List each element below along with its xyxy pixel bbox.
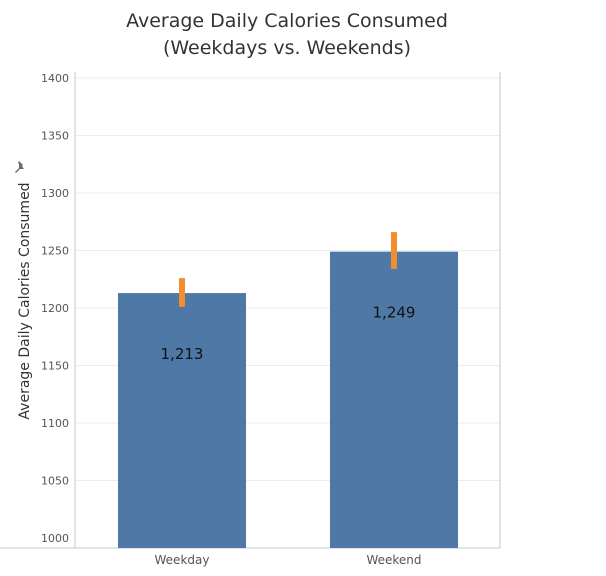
bar-weekend xyxy=(330,251,458,548)
y-tick-label: 1350 xyxy=(41,130,69,143)
pin-icon[interactable] xyxy=(14,160,28,174)
data-label: 1,249 xyxy=(373,304,416,322)
x-tick-label: Weekday xyxy=(155,553,210,567)
y-tick-label: 1000 xyxy=(41,532,69,545)
chart-title-line1: Average Daily Calories Consumed xyxy=(126,10,448,32)
y-tick-label: 1250 xyxy=(41,245,69,258)
error-bar xyxy=(391,232,397,269)
y-tick-label: 1300 xyxy=(41,187,69,200)
y-tick-label: 1050 xyxy=(41,475,69,488)
x-tick-label: Weekend xyxy=(366,553,421,567)
y-tick-label: 1400 xyxy=(41,72,69,85)
error-bar xyxy=(179,278,185,307)
y-tick-label: 1150 xyxy=(41,360,69,373)
y-tick-label: 1100 xyxy=(41,417,69,430)
bar-weekday xyxy=(118,293,246,548)
chart-title: Average Daily Calories Consumed (Weekday… xyxy=(0,8,574,62)
data-label: 1,213 xyxy=(161,345,204,363)
chart-title-line2: (Weekdays vs. Weekends) xyxy=(162,37,412,59)
y-tick-label: 1200 xyxy=(41,302,69,315)
